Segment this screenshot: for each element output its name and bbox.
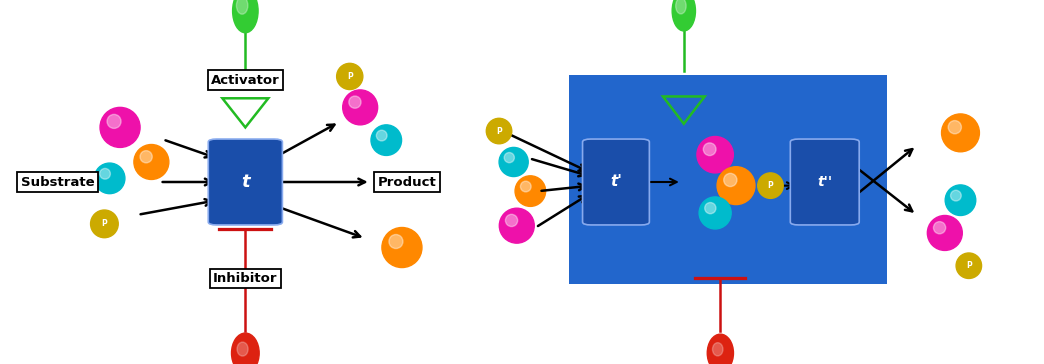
FancyBboxPatch shape — [208, 139, 282, 225]
Ellipse shape — [389, 234, 403, 249]
Ellipse shape — [94, 163, 125, 194]
Ellipse shape — [927, 215, 963, 250]
Text: t': t' — [610, 174, 622, 190]
Ellipse shape — [134, 145, 169, 179]
Ellipse shape — [236, 0, 247, 14]
Text: Substrate: Substrate — [21, 175, 94, 189]
Text: P: P — [496, 127, 502, 135]
Ellipse shape — [942, 114, 979, 152]
Ellipse shape — [717, 167, 755, 205]
Text: Inhibitor: Inhibitor — [213, 272, 278, 285]
Ellipse shape — [232, 333, 259, 364]
Ellipse shape — [699, 197, 731, 229]
Text: P: P — [347, 72, 353, 81]
Text: Product: Product — [378, 175, 436, 189]
Ellipse shape — [950, 190, 962, 201]
Ellipse shape — [371, 125, 402, 155]
Ellipse shape — [505, 214, 518, 226]
Ellipse shape — [723, 173, 737, 187]
Ellipse shape — [499, 208, 535, 243]
FancyBboxPatch shape — [569, 75, 887, 284]
Ellipse shape — [99, 169, 111, 179]
Ellipse shape — [349, 96, 361, 108]
Ellipse shape — [382, 228, 422, 268]
Ellipse shape — [672, 0, 695, 31]
Ellipse shape — [100, 107, 140, 147]
FancyBboxPatch shape — [790, 139, 859, 225]
Ellipse shape — [499, 147, 528, 177]
Text: P: P — [101, 219, 108, 228]
Ellipse shape — [515, 176, 546, 206]
Text: t'': t'' — [817, 175, 832, 189]
Ellipse shape — [712, 343, 723, 356]
Ellipse shape — [504, 153, 515, 163]
Ellipse shape — [487, 118, 512, 144]
Ellipse shape — [376, 130, 387, 141]
Ellipse shape — [707, 334, 734, 364]
Ellipse shape — [933, 222, 946, 234]
Ellipse shape — [704, 143, 716, 156]
Ellipse shape — [948, 120, 962, 134]
Ellipse shape — [675, 0, 686, 14]
Ellipse shape — [140, 151, 152, 163]
Ellipse shape — [705, 202, 716, 214]
Text: t: t — [241, 173, 250, 191]
Ellipse shape — [697, 136, 733, 173]
Ellipse shape — [91, 210, 118, 238]
Text: Activator: Activator — [211, 74, 280, 87]
Text: P: P — [966, 261, 972, 270]
Ellipse shape — [956, 253, 981, 278]
Ellipse shape — [758, 173, 783, 198]
Ellipse shape — [520, 181, 531, 192]
FancyBboxPatch shape — [583, 139, 649, 225]
Ellipse shape — [237, 342, 248, 356]
Text: P: P — [767, 181, 774, 190]
Ellipse shape — [108, 114, 121, 128]
Ellipse shape — [233, 0, 258, 33]
Ellipse shape — [945, 185, 976, 215]
Ellipse shape — [336, 63, 363, 90]
Ellipse shape — [342, 90, 378, 125]
